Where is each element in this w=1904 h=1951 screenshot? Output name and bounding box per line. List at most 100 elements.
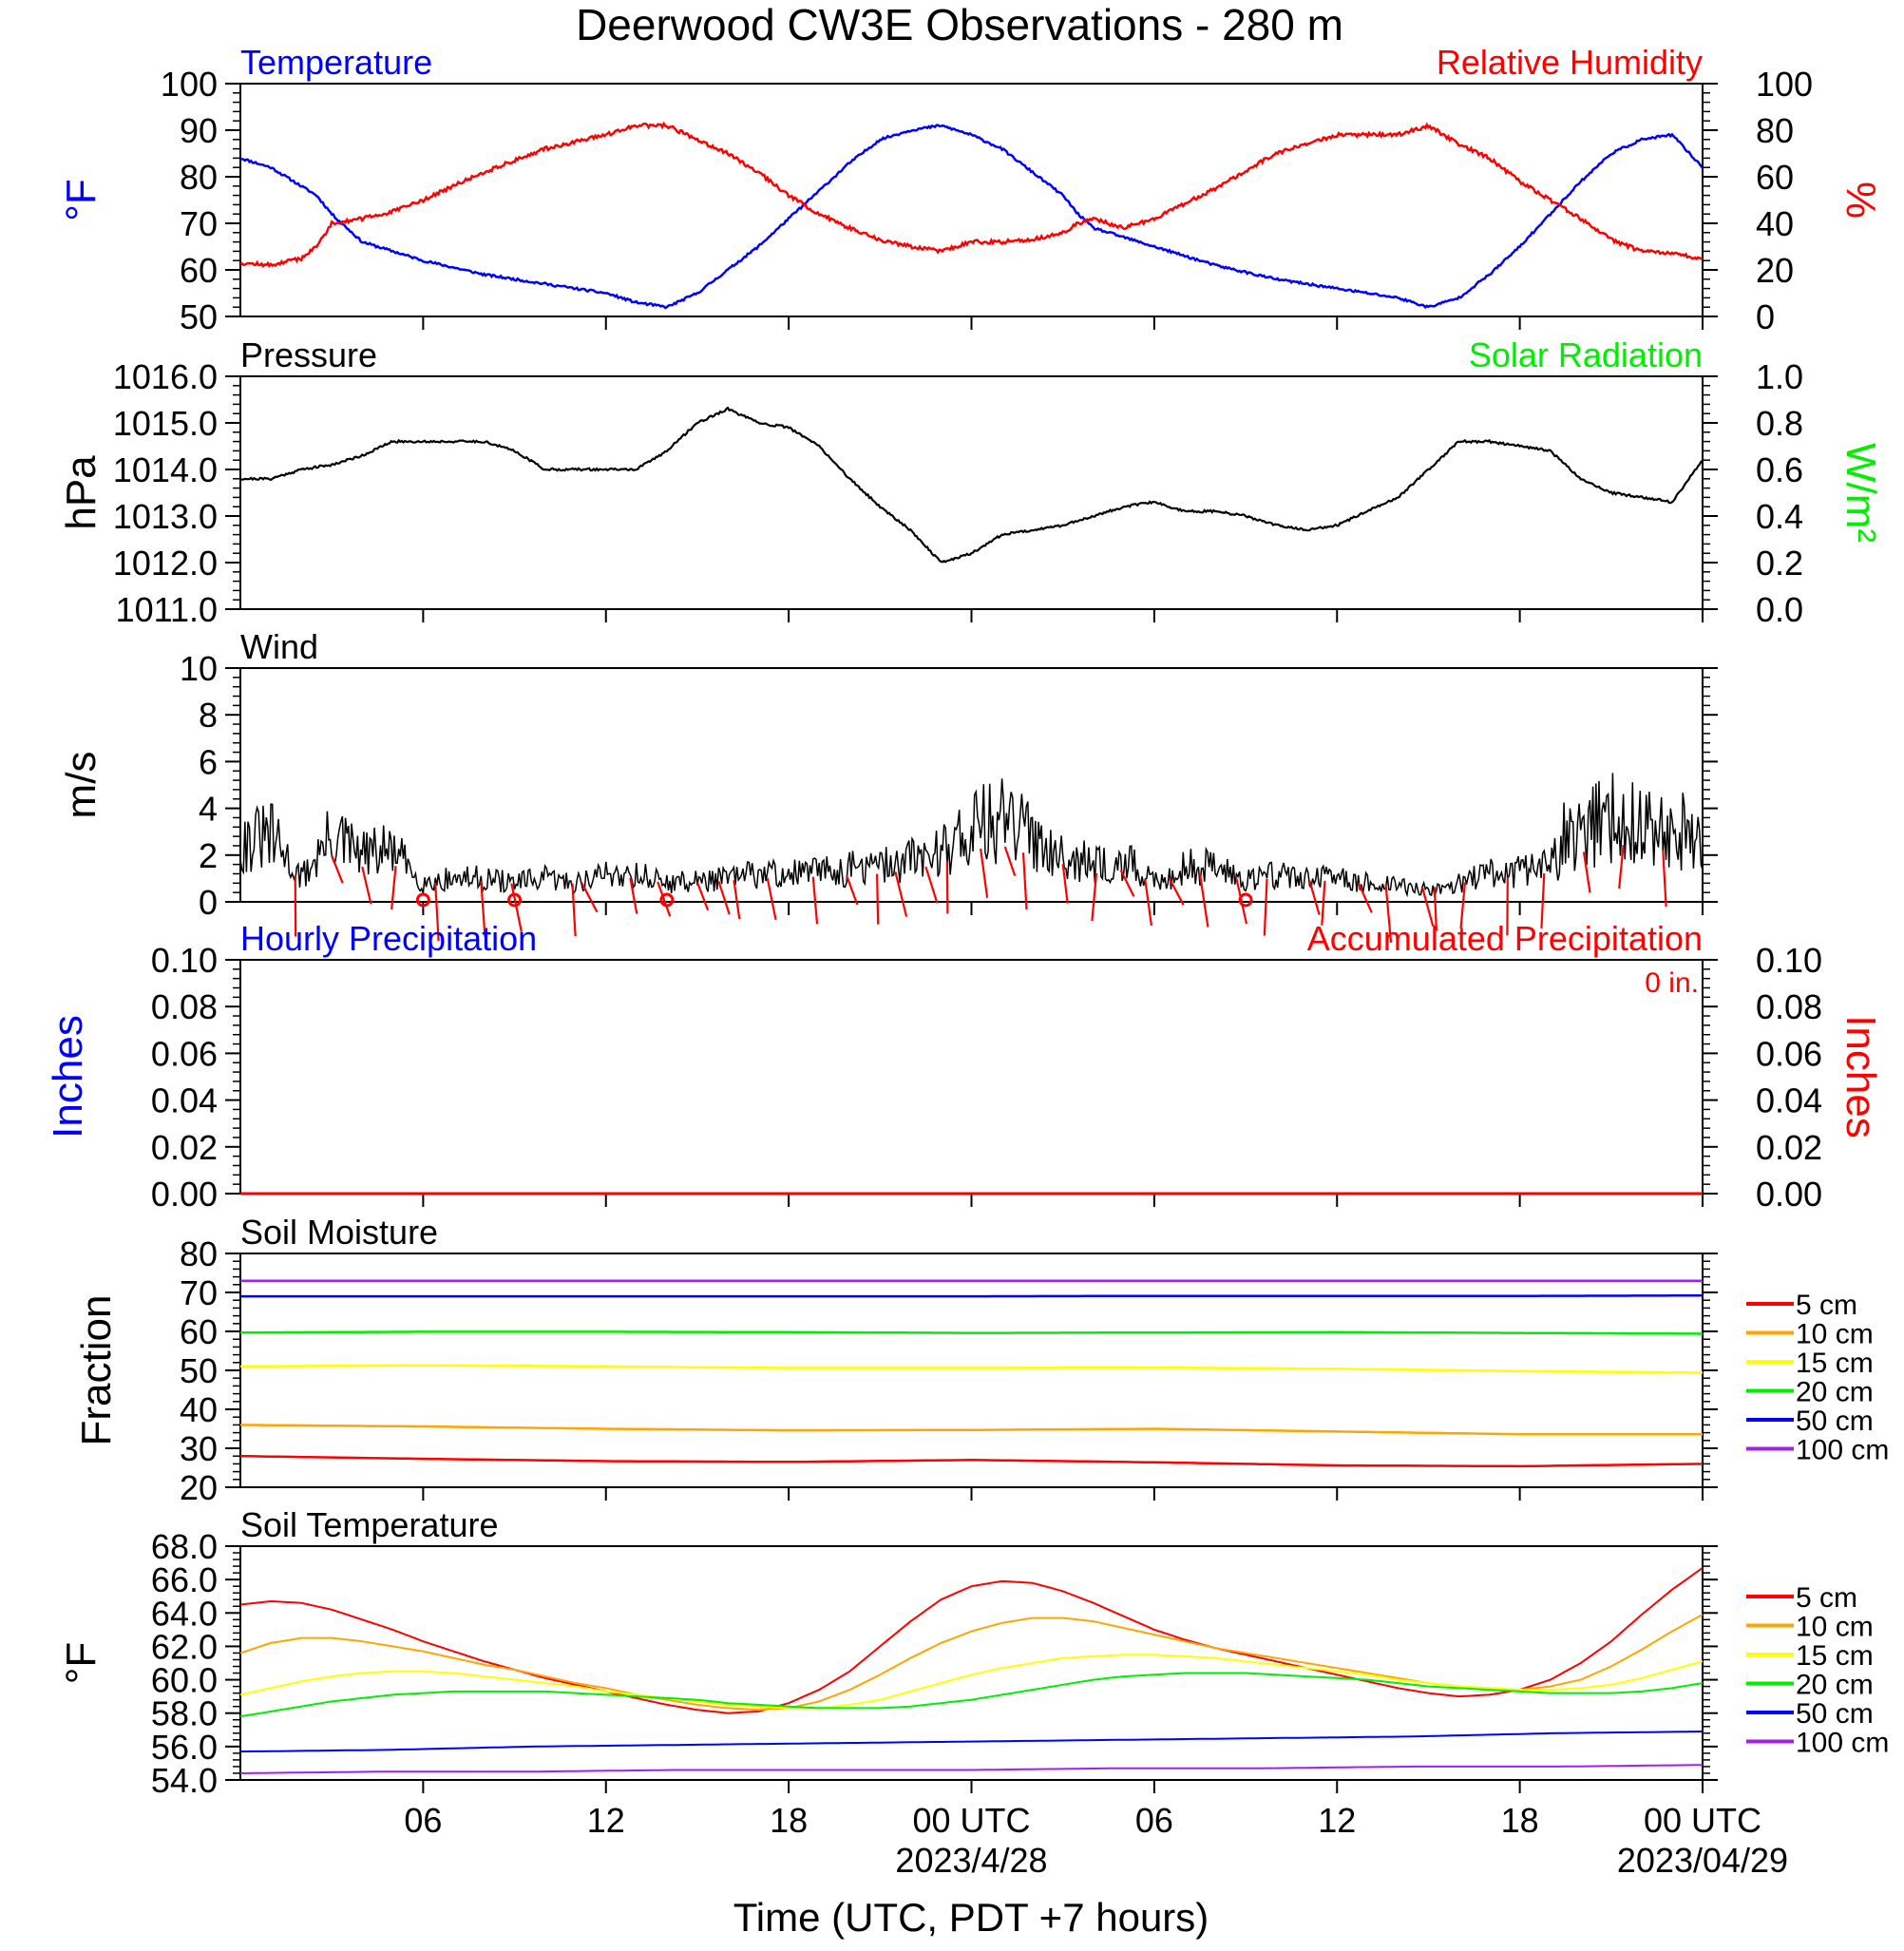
soil_moisture-left-title: Soil Moisture — [240, 1213, 438, 1252]
time-tick-label: 12 — [587, 1801, 625, 1840]
temp_rh-right-unit: % — [1837, 182, 1884, 219]
temp_rh-right-tick-label: 0 — [1756, 297, 1775, 336]
figure-title: Deerwood CW3E Observations - 280 m — [576, 0, 1343, 49]
temp_rh-right-title: Relative Humidity — [1437, 43, 1703, 82]
series-temperature — [239, 124, 1704, 310]
soil_moisture-left-tick-label: 70 — [180, 1273, 218, 1312]
time-tick-label: 06 — [1135, 1801, 1173, 1840]
wind-barb — [331, 854, 344, 884]
time-tick-label: 18 — [1501, 1801, 1539, 1840]
wind-barb — [361, 866, 372, 905]
pressure-left-tick-label: 1016.0 — [113, 357, 218, 396]
soil-temp-legend-label: 5 cm — [1796, 1582, 1857, 1614]
wind-barb — [1459, 882, 1467, 929]
soil_moisture-left-tick-label: 50 — [180, 1351, 218, 1390]
soil-temp-legend-label: 50 cm — [1796, 1698, 1874, 1730]
wind-barb — [510, 883, 523, 932]
precip-left-title: Hourly Precipitation — [240, 919, 537, 958]
precip-right-title: Accumulated Precipitation — [1307, 919, 1703, 958]
soil_temp-left-tick-label: 66.0 — [151, 1560, 218, 1599]
pressure-left-tick-label: 1011.0 — [116, 590, 218, 629]
time-tick-label: 00 UTC — [1644, 1801, 1761, 1840]
pressure-right-tick-label: 0.4 — [1756, 497, 1803, 536]
temp_rh-left-tick-label: 70 — [180, 204, 218, 243]
wind-barb — [1308, 880, 1321, 915]
wind-barb — [1357, 882, 1373, 913]
series-wind — [239, 773, 1704, 899]
soil_temp-left-tick-label: 68.0 — [151, 1527, 218, 1566]
temp_rh-left-tick-label: 80 — [180, 158, 218, 197]
temp_rh-left-tick-label: 100 — [161, 65, 218, 104]
time-tick-label: 12 — [1318, 1801, 1356, 1840]
wind-barb — [1384, 884, 1393, 943]
soil-temp-legend-label: 100 cm — [1796, 1728, 1889, 1759]
time-tick-label: 18 — [770, 1801, 808, 1840]
soil-moisture-legend-label: 5 cm — [1796, 1290, 1857, 1321]
soil-moisture-legend-label: 50 cm — [1796, 1406, 1874, 1437]
wind-left-unit: m/s — [58, 752, 105, 819]
pressure-left-tick-label: 1015.0 — [113, 404, 218, 443]
soil_moisture-left-tick-label: 80 — [180, 1234, 218, 1273]
wind-barb — [629, 877, 638, 914]
temp_rh-right-tick-label: 40 — [1756, 204, 1794, 243]
soil-moisture-line-20cm — [240, 1330, 1704, 1335]
pressure-right-tick-label: 0.6 — [1756, 450, 1803, 489]
calm-wind-marker — [1238, 892, 1253, 908]
calm-wind-marker — [507, 892, 523, 908]
x-axis-label: Time (UTC, PDT +7 hours) — [733, 1895, 1209, 1940]
temp_rh-left-tick-label: 60 — [180, 251, 218, 290]
soil_temp-left-title: Soil Temperature — [240, 1505, 498, 1544]
soil-moisture-line-5cm — [239, 1454, 1704, 1468]
precip-right-unit: Inches — [1837, 1015, 1884, 1138]
soil-moisture-legend-label: 20 cm — [1796, 1377, 1874, 1408]
soil-temp-legend-label: 10 cm — [1796, 1612, 1874, 1643]
wind-left-tick-label: 0 — [199, 883, 218, 922]
pressure-right-tick-label: 0.0 — [1756, 590, 1803, 629]
wind-barb — [1618, 844, 1625, 889]
soil_temp-left-tick-label: 56.0 — [151, 1728, 218, 1767]
pressure-left-unit: hPa — [58, 455, 105, 530]
soil-temp-line-5cm — [239, 1566, 1704, 1714]
temp_rh-left-tick-label: 90 — [180, 111, 218, 150]
wind-barb — [1021, 852, 1028, 910]
date-label: 2023/4/28 — [895, 1841, 1047, 1880]
precip-frame — [239, 959, 1704, 1195]
precip-left-tick-label: 0.08 — [151, 987, 218, 1026]
wind-barb — [1420, 887, 1435, 927]
wind-barb — [1003, 846, 1017, 877]
time-tick-label: 06 — [404, 1801, 442, 1840]
temp_rh-left-title: Temperature — [240, 43, 432, 82]
soil-temp-line-15cm — [239, 1654, 1704, 1710]
wind-barb — [434, 882, 440, 942]
series-relative-humidity — [239, 121, 1704, 269]
precip-right-tick-label: 0.04 — [1756, 1081, 1822, 1120]
soil-moisture-legend-label: 15 cm — [1796, 1348, 1874, 1379]
precip-right-tick-label: 0.00 — [1756, 1175, 1822, 1214]
wind-barb — [695, 881, 710, 911]
wind-barb — [811, 876, 819, 925]
wind-barb — [1321, 880, 1326, 926]
pressure-right-tick-label: 0.8 — [1756, 404, 1803, 443]
temp_rh-right-tick-label: 100 — [1756, 65, 1813, 104]
temp_rh-left-tick-label: 50 — [180, 297, 218, 336]
pressure-left-tick-label: 1014.0 — [113, 450, 218, 489]
wind-barb — [1119, 870, 1135, 897]
wind-barb — [1540, 872, 1546, 928]
precip-right-tick-label: 0.06 — [1756, 1034, 1822, 1073]
soil_moisture-left-tick-label: 60 — [180, 1312, 218, 1351]
wind-barb — [766, 877, 777, 921]
wind-barb — [876, 873, 880, 925]
soil_moisture-left-tick-label: 40 — [180, 1390, 218, 1429]
wind-barb — [894, 871, 908, 917]
soil_temp-left-tick-label: 62.0 — [151, 1627, 218, 1666]
wind-left-title: Wind — [240, 627, 318, 666]
soil_temp-left-unit: °F — [58, 1642, 105, 1684]
soil_temp-frame — [239, 1545, 1704, 1781]
precip-left-tick-label: 0.04 — [151, 1081, 218, 1120]
calm-wind-marker — [415, 892, 430, 908]
wind-barb — [945, 861, 949, 914]
temp_rh-left-unit: °F — [58, 179, 105, 220]
